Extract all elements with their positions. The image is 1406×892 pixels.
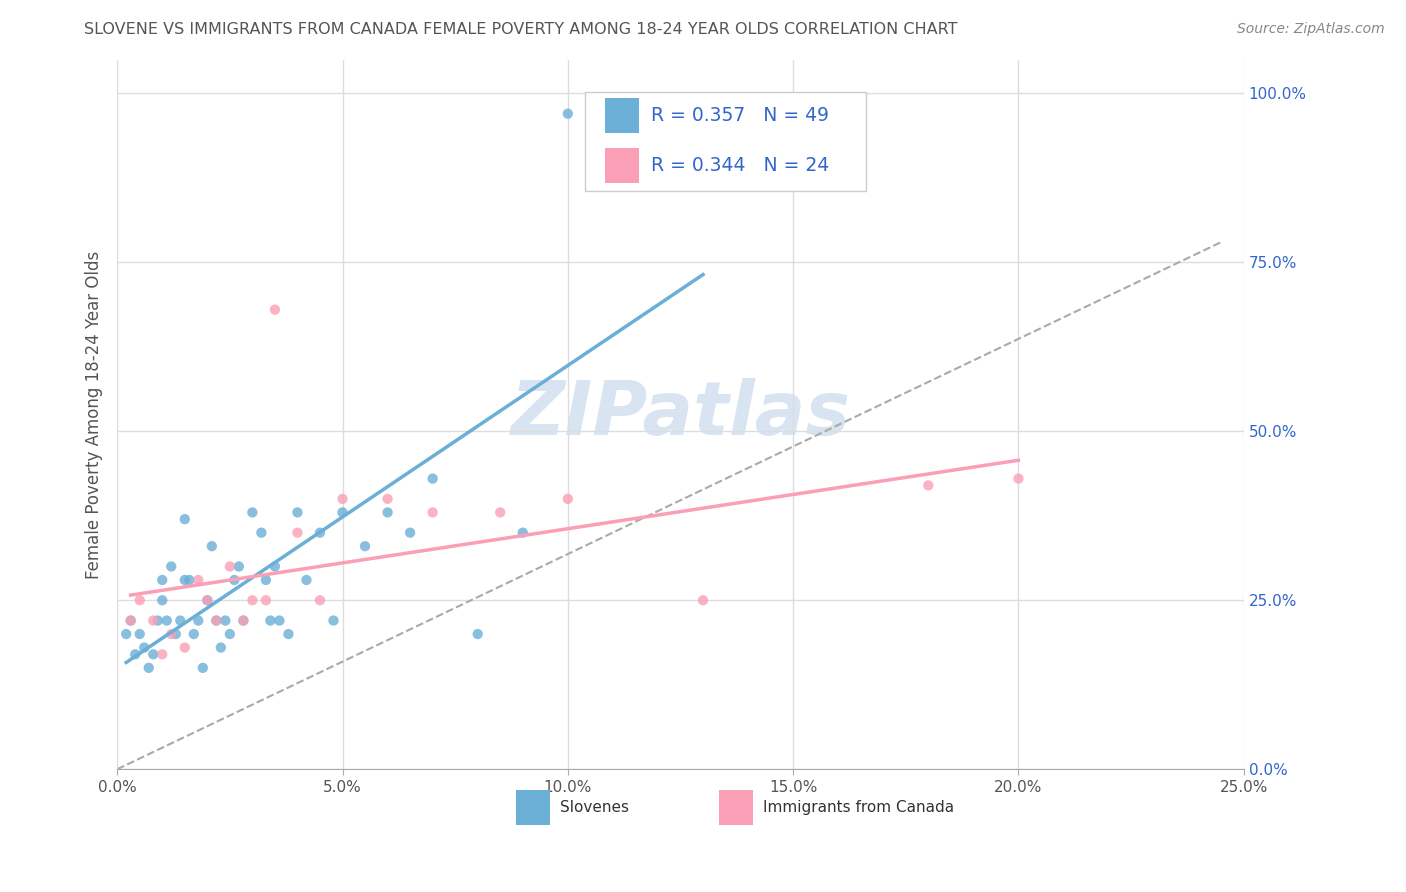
Point (269, 614, 291, 628)
Point (332, 491, 354, 506)
Point (242, 505, 264, 519)
Point (332, 505, 354, 519)
Point (160, 559, 183, 574)
Point (232, 614, 254, 628)
Point (120, 614, 142, 628)
Point (142, 648, 165, 662)
Point (134, 640, 156, 655)
FancyBboxPatch shape (718, 789, 752, 825)
Point (250, 525, 273, 540)
Point (264, 559, 287, 574)
Point (354, 539, 377, 553)
Point (150, 573, 173, 587)
Point (146, 614, 169, 628)
Point (218, 559, 240, 574)
Point (224, 573, 246, 587)
Point (422, 472, 444, 486)
Point (309, 593, 332, 607)
Point (191, 661, 214, 675)
Point (228, 559, 250, 574)
Point (377, 505, 399, 519)
Point (1007, 472, 1029, 486)
Point (309, 525, 332, 540)
FancyBboxPatch shape (516, 789, 550, 825)
Text: Immigrants from Canada: Immigrants from Canada (762, 800, 953, 815)
Point (512, 525, 534, 540)
Point (115, 627, 138, 641)
FancyBboxPatch shape (605, 147, 638, 183)
Point (138, 661, 160, 675)
Point (150, 593, 173, 607)
Y-axis label: Female Poverty Among 18-24 Year Olds: Female Poverty Among 18-24 Year Olds (86, 251, 103, 579)
Point (277, 627, 299, 641)
Text: Source: ZipAtlas.com: Source: ZipAtlas.com (1237, 22, 1385, 37)
Text: ZIPatlas: ZIPatlas (510, 378, 851, 451)
Point (173, 640, 195, 655)
Point (187, 614, 209, 628)
Point (259, 614, 281, 628)
FancyBboxPatch shape (585, 92, 866, 191)
Point (218, 627, 240, 641)
Point (160, 627, 183, 641)
Point (128, 593, 150, 607)
Point (195, 593, 218, 607)
Point (254, 593, 277, 607)
Point (692, 106, 714, 120)
Point (173, 573, 195, 587)
Point (295, 573, 318, 587)
Point (179, 573, 201, 587)
Point (165, 627, 187, 641)
Point (195, 593, 218, 607)
Point (377, 491, 399, 506)
Point (917, 478, 939, 492)
Point (399, 525, 422, 540)
Point (264, 302, 287, 317)
Point (232, 614, 254, 628)
Point (187, 573, 209, 587)
Point (173, 512, 195, 526)
Point (692, 593, 714, 607)
Point (489, 505, 512, 519)
Point (254, 573, 277, 587)
Point (201, 539, 224, 553)
Point (214, 614, 236, 628)
Point (205, 614, 228, 628)
Text: SLOVENE VS IMMIGRANTS FROM CANADA FEMALE POVERTY AMONG 18-24 YEAR OLDS CORRELATI: SLOVENE VS IMMIGRANTS FROM CANADA FEMALE… (84, 22, 957, 37)
Text: Slovenes: Slovenes (560, 800, 628, 815)
Point (467, 627, 489, 641)
Point (183, 627, 205, 641)
Point (128, 627, 150, 641)
Point (322, 614, 344, 628)
Text: R = 0.357   N = 49: R = 0.357 N = 49 (651, 106, 830, 125)
Point (209, 640, 232, 655)
Point (120, 614, 142, 628)
Point (557, 491, 579, 506)
Point (287, 505, 309, 519)
Point (156, 614, 179, 628)
Text: R = 0.344   N = 24: R = 0.344 N = 24 (651, 156, 830, 175)
Point (557, 106, 579, 120)
Point (150, 648, 173, 662)
Point (205, 614, 228, 628)
FancyBboxPatch shape (605, 98, 638, 134)
Point (287, 525, 309, 540)
Point (142, 614, 165, 628)
Point (422, 505, 444, 519)
Point (124, 648, 146, 662)
Point (242, 593, 264, 607)
Point (169, 614, 191, 628)
